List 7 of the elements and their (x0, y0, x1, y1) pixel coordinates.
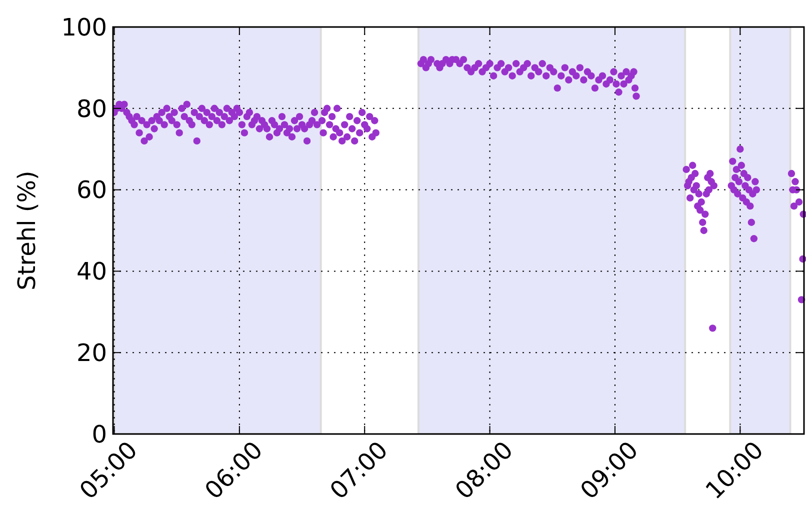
y-tick-label: 40 (76, 258, 107, 286)
y-axis-title: Strehl (%) (13, 170, 41, 290)
y-tick-label: 80 (76, 94, 107, 123)
y-tick-label: 100 (61, 13, 107, 42)
y-tick-label: 20 (76, 339, 107, 367)
y-tick-label: 60 (76, 176, 107, 204)
y-tick-label: 0 (92, 420, 107, 448)
